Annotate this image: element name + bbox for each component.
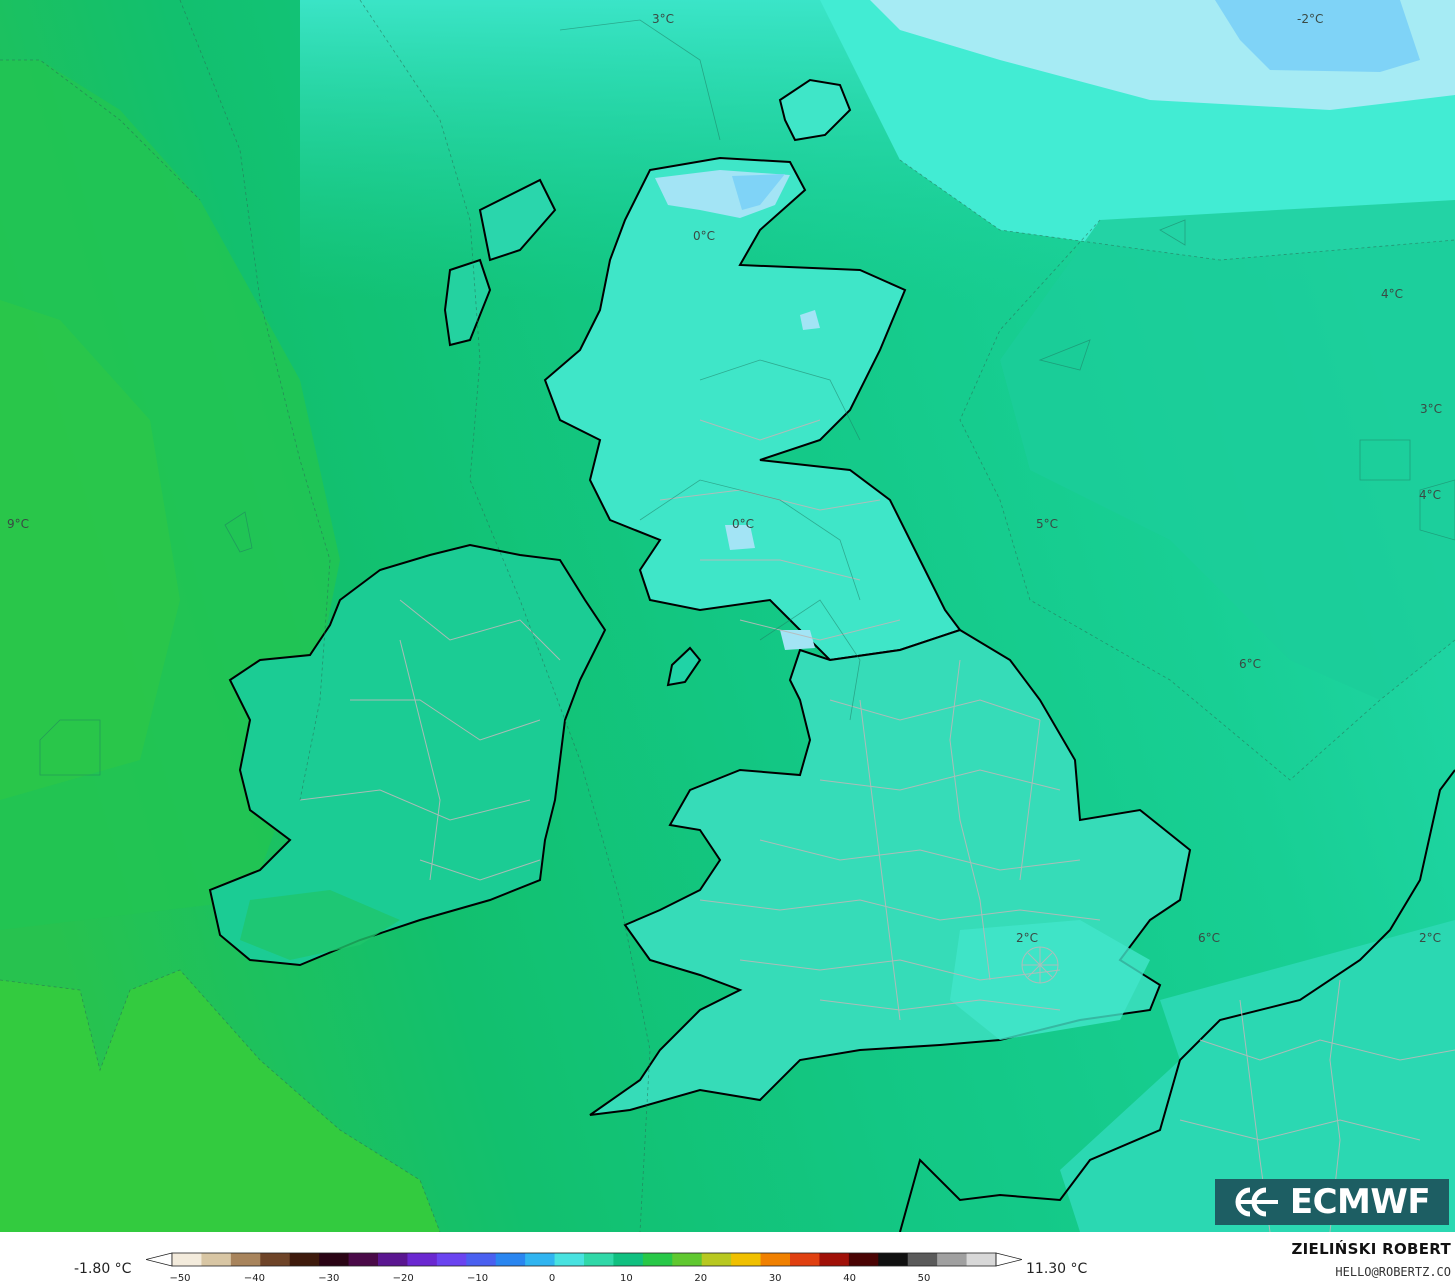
- cold-contours: [39, 19, 1455, 776]
- colorbar-swatch: [819, 1253, 850, 1266]
- isle-of-man: [666, 646, 702, 687]
- colorbar-swatch: [201, 1253, 232, 1266]
- outer-hebrides: [443, 258, 492, 347]
- colorbar-swatch: [790, 1253, 820, 1266]
- author-name: ZIELIŃSKI ROBERT: [1291, 1240, 1451, 1258]
- contour-label: 0°C: [693, 229, 716, 243]
- continent-coast: [899, 769, 1455, 1232]
- colorbar-swatch: [878, 1253, 909, 1266]
- very-cold-pocket: [1215, 0, 1420, 72]
- colorbar-swatch: [407, 1253, 438, 1266]
- contour-label: 9°C: [7, 517, 30, 531]
- admin-borders: [299, 419, 1455, 1232]
- colorbar-tick-label: 0: [548, 1273, 556, 1284]
- colorbar-tick-label: −50: [169, 1273, 191, 1284]
- colorbar-swatch: [260, 1253, 291, 1266]
- cold-pocket-southern-uplands: [725, 525, 755, 550]
- contour-label: -2°C: [1297, 12, 1324, 26]
- continent-field: [1060, 920, 1455, 1232]
- colorbar-swatch: [525, 1253, 556, 1266]
- colorbar-swatch: [378, 1253, 408, 1266]
- orkney-islands: [778, 78, 852, 142]
- colorbar-swatch: [289, 1253, 320, 1266]
- colorbar-swatch: [584, 1253, 614, 1266]
- colorbar-swatch: [848, 1253, 879, 1266]
- contour-label: 4°C: [1381, 287, 1404, 301]
- colorbar-swatch: [319, 1253, 350, 1266]
- skye-island: [478, 178, 557, 262]
- colorbar-tick-label: −20: [392, 1273, 414, 1284]
- north-sea-band: [1000, 200, 1455, 700]
- ireland-landmass: [208, 543, 607, 967]
- colorbar-tick-label: 50: [917, 1273, 931, 1284]
- warm-band-far-west: [0, 300, 180, 800]
- colorbar-swatch: [348, 1253, 379, 1266]
- colorbar-swatch: [172, 1253, 202, 1266]
- contour-label: 6°C: [1198, 931, 1221, 945]
- colorbar-swatch: [966, 1253, 997, 1266]
- legend-min-value: -1.80 °C: [74, 1261, 132, 1277]
- contour-label: 5°C: [1036, 517, 1059, 531]
- colorbar-swatch: [495, 1253, 526, 1266]
- colorbar-tick-label: 20: [694, 1273, 708, 1284]
- colorbar-swatch: [554, 1253, 585, 1266]
- colorbar-swatch: [731, 1253, 762, 1266]
- colorbar-outline: [171, 1252, 997, 1267]
- ecmwf-emblem-icon: [1235, 1187, 1278, 1217]
- colorbar-swatch: [760, 1253, 791, 1266]
- colorbar-min-tip: [146, 1252, 173, 1267]
- colorbar-swatch: [642, 1253, 673, 1266]
- contour-label: 2°C: [1419, 931, 1442, 945]
- ecmwf-logo: ECMWF: [1215, 1179, 1449, 1225]
- temperature-map: [0, 0, 1455, 1232]
- isotherm-contours: [0, 0, 1455, 1232]
- colorbar-swatch: [701, 1253, 732, 1266]
- colorbar-swatch: [907, 1253, 938, 1266]
- author-email: HELLO@ROBERTZ.CO: [1335, 1265, 1451, 1279]
- colorbar-swatch: [672, 1253, 703, 1266]
- colorbar-tick-label: −10: [467, 1273, 489, 1284]
- contour-label: 2°C: [1016, 931, 1039, 945]
- contour-label: 6°C: [1239, 657, 1262, 671]
- colorbar-swatch: [466, 1253, 497, 1266]
- colorbar-swatch: [937, 1253, 968, 1266]
- ireland-warm-south: [240, 890, 400, 960]
- cold-pocket-cairngorms: [800, 310, 820, 330]
- warm-band-southwest: [0, 970, 440, 1232]
- colorbar-tick-label: −30: [318, 1273, 340, 1284]
- very-cold-caithness: [732, 174, 785, 210]
- colorbar-tick-label: −40: [243, 1273, 265, 1284]
- colorbar-swatch: [613, 1253, 644, 1266]
- contour-label: 3°C: [1420, 402, 1443, 416]
- colorbar-max-tip: [995, 1252, 1022, 1267]
- colorbar-tick-label: 40: [843, 1273, 856, 1284]
- ecmwf-logo-text: ECMWF: [1289, 1182, 1431, 1222]
- colorbar: [146, 1252, 1022, 1267]
- colorbar-tick-label: 30: [768, 1273, 782, 1284]
- colorbar-swatch: [436, 1253, 467, 1266]
- cold-pocket-pennines: [780, 630, 815, 650]
- contour-label: 4°C: [1419, 488, 1442, 502]
- contour-label: 3°C: [652, 12, 675, 26]
- colorbar-swatch: [230, 1253, 261, 1266]
- colorbar-tick-label: 10: [620, 1273, 633, 1284]
- legend-max-value: 11.30 °C: [1026, 1261, 1088, 1277]
- legend-bar: -1.80 °C 11.30 °C −50 −40 −30 −20 −10 0 10 20 30…: [0, 1232, 1455, 1287]
- contour-label: 0°C: [732, 517, 755, 531]
